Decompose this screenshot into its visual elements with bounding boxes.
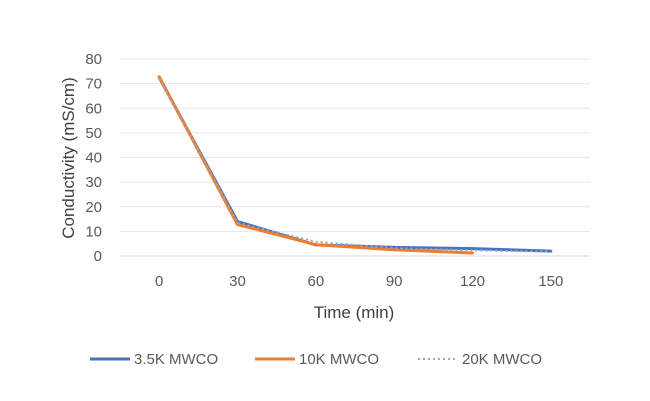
y-tick-label: 10	[85, 223, 102, 240]
y-axis-title: Conductivity (mS/cm)	[59, 77, 78, 239]
x-tick-label: 0	[155, 273, 163, 290]
y-tick-label: 30	[85, 174, 102, 191]
x-tick-label: 150	[538, 273, 563, 290]
x-tick-label: 120	[460, 273, 485, 290]
x-tick-label: 60	[307, 273, 324, 290]
x-tick-label: 90	[386, 273, 403, 290]
legend-label-3: 20K MWCO	[462, 351, 542, 368]
y-tick-label: 20	[85, 199, 102, 216]
x-axis-ticks: 0 30 60 90 120 150	[155, 273, 563, 290]
gridlines	[120, 58, 590, 257]
series-line-1	[157, 76, 553, 253]
x-axis-title: Time (min)	[314, 303, 395, 322]
y-axis-ticks: 0 10 20 30 40 50 60 70 80	[85, 51, 102, 265]
legend: 3.5K MWCO 10K MWCO 20K MWCO	[90, 351, 542, 368]
x-tick-label: 30	[229, 273, 246, 290]
series-line-2	[157, 75, 474, 255]
series-line-3	[158, 77, 551, 253]
y-tick-label: 80	[85, 51, 102, 68]
legend-label-2: 10K MWCO	[299, 351, 379, 368]
y-tick-label: 60	[85, 100, 102, 117]
y-tick-label: 70	[85, 76, 102, 93]
series-lines	[157, 75, 553, 255]
y-tick-label: 50	[85, 125, 102, 142]
y-tick-label: 40	[85, 150, 102, 167]
y-tick-label: 0	[94, 248, 102, 265]
legend-label-1: 3.5K MWCO	[134, 351, 218, 368]
